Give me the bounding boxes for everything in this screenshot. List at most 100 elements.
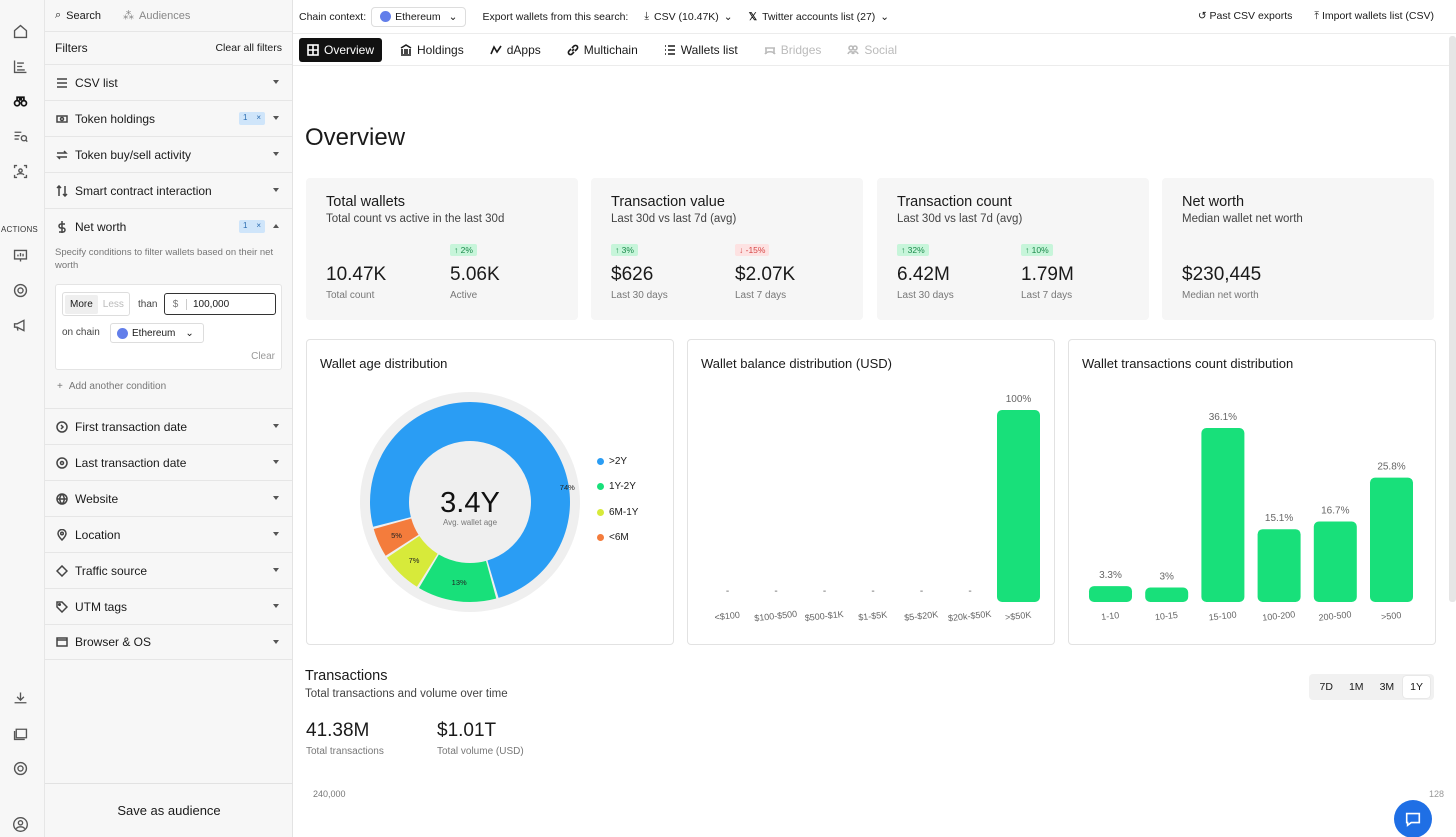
filter-count-badge[interactable]: 1 × [239, 112, 265, 125]
target-icon[interactable] [10, 280, 30, 300]
list-search-icon[interactable] [10, 126, 30, 146]
settings-icon[interactable] [10, 758, 30, 778]
twitter-list-button[interactable]: 𝕏 Twitter accounts list (27) ⌄ [749, 11, 889, 23]
bar[interactable] [1201, 428, 1245, 602]
chain-value: Ethereum [395, 10, 441, 23]
avg-wallet-age-value: 3.4Y [440, 487, 500, 519]
bar[interactable] [1145, 587, 1189, 602]
filter-token-buy-sell[interactable]: Token buy/sell activity [45, 136, 292, 172]
chain-select[interactable]: Ethereum ⌄ [110, 323, 204, 343]
more-option[interactable]: More [65, 294, 98, 314]
chat-support-button[interactable] [1394, 800, 1432, 837]
bar[interactable] [1370, 477, 1413, 602]
legend-item: >2Y [597, 456, 627, 467]
download-icon[interactable] [10, 688, 30, 708]
chevron-down-icon [273, 460, 279, 464]
coins-icon [55, 112, 69, 126]
tab-multichain[interactable]: Multichain [559, 38, 646, 62]
compass-icon [55, 564, 69, 578]
x-tick-label: 10-15 [1154, 610, 1178, 622]
x-logo-icon: 𝕏 [748, 10, 758, 23]
badge-remove-icon[interactable]: × [256, 221, 261, 230]
users-icon [847, 44, 860, 54]
filter-browser-os[interactable]: Browser & OS [45, 624, 292, 660]
tab-holdings[interactable]: Holdings [392, 38, 472, 62]
donut-slice[interactable] [373, 518, 419, 556]
donut-slice[interactable] [418, 554, 497, 602]
filter-label: Traffic source [75, 563, 148, 578]
filter-label: CSV list [75, 75, 118, 90]
range-1m-button[interactable]: 1M [1348, 681, 1364, 693]
add-condition-button[interactable]: + Add another condition [45, 370, 292, 402]
user-avatar-icon[interactable] [10, 814, 30, 834]
badge-count: 1 [243, 113, 248, 122]
tab-bridges[interactable]: Bridges [756, 38, 830, 62]
cards-icon[interactable] [10, 723, 30, 743]
range-1y-button[interactable]: 1Y [1403, 676, 1430, 698]
kpi-value: 10.47K [326, 264, 387, 285]
import-wallets-button[interactable]: ⤒ Import wallets list (CSV) [1314, 10, 1434, 23]
tab-wallets-list[interactable]: Wallets list [656, 38, 746, 62]
chain-context-select[interactable]: Ethereum ⌄ [371, 6, 467, 27]
clear-condition-button[interactable]: Clear [251, 351, 275, 362]
tab-social[interactable]: Social [839, 38, 905, 62]
megaphone-icon[interactable] [10, 315, 30, 335]
range-3m-button[interactable]: 3M [1379, 681, 1395, 693]
filter-label: Token buy/sell activity [75, 147, 192, 162]
kpi-subtitle: Last 30d vs last 7d (avg) [611, 213, 737, 225]
filter-smart-contract[interactable]: Smart contract interaction [45, 172, 292, 208]
donut-slice[interactable] [386, 535, 438, 587]
bar-value-label: - [823, 586, 826, 597]
bar-value-label: 15.1% [1265, 513, 1293, 524]
filter-utm-tags[interactable]: UTM tags [45, 588, 292, 624]
less-option[interactable]: Less [102, 298, 124, 310]
save-as-audience-button[interactable]: Save as audience [45, 783, 293, 837]
filter-csv-list[interactable]: CSV list [45, 64, 292, 100]
bar[interactable] [1089, 586, 1132, 602]
filter-traffic-source[interactable]: Traffic source [45, 552, 292, 588]
filter-first-tx-date[interactable]: First transaction date [45, 408, 292, 444]
filter-last-tx-date[interactable]: Last transaction date [45, 444, 292, 480]
bar-value-label: - [726, 586, 729, 597]
tab-label: Social [864, 42, 898, 57]
badge-remove-icon[interactable]: × [256, 113, 261, 122]
filter-count-badge[interactable]: 1 × [239, 220, 265, 233]
donut-slice[interactable] [370, 401, 570, 598]
net-worth-amount-input[interactable]: $100,000 [164, 293, 276, 315]
binoculars-icon[interactable] [10, 91, 30, 111]
tab-dapps[interactable]: dApps [482, 38, 549, 62]
bar[interactable] [1313, 521, 1357, 602]
presentation-icon[interactable] [10, 245, 30, 265]
filter-website[interactable]: Website [45, 480, 292, 516]
export-csv-button[interactable]: ⤓ CSV (10.47K) ⌄ [644, 10, 732, 23]
audiences-tab[interactable]: ⁂ Audiences [123, 9, 190, 23]
home-icon[interactable] [10, 21, 30, 41]
x-tick-label: 200-500 [1318, 609, 1352, 622]
past-csv-exports-button[interactable]: ↺ Past CSV exports [1198, 10, 1293, 23]
more-less-toggle[interactable]: More Less [62, 292, 130, 316]
clear-all-filters-button[interactable]: Clear all filters [215, 42, 282, 54]
search-tab[interactable]: ⌕ Search [55, 9, 101, 22]
chart-icon[interactable] [10, 56, 30, 76]
search-label: Search [66, 9, 102, 22]
tab-overview[interactable]: Overview [299, 37, 383, 62]
filter-token-holdings[interactable]: Token holdings 1 × [45, 100, 292, 136]
kpi-subtitle: Last 30d vs last 7d (avg) [897, 213, 1023, 225]
scan-user-icon[interactable] [10, 161, 30, 181]
filter-net-worth[interactable]: Net worth 1 × [45, 208, 292, 244]
x-tick-label: $500-$1K [804, 609, 844, 623]
kpi-total-wallets: Total wallets Total count vs active in t… [306, 178, 578, 320]
filter-location[interactable]: Location [45, 516, 292, 552]
bar[interactable] [997, 410, 1040, 602]
chevron-down-icon [273, 152, 279, 156]
chevron-down-icon [273, 640, 279, 644]
amount-value: 100,000 [193, 298, 230, 310]
range-7d-button[interactable]: 7D [1319, 681, 1333, 693]
bar[interactable] [1257, 529, 1301, 602]
y-axis-tick-right: 128 [1428, 789, 1444, 799]
scrollbar[interactable] [1449, 36, 1456, 602]
kpi-change-badge: ↓ -15% [735, 244, 770, 256]
icon-rail: ACTIONS [0, 0, 45, 837]
main-content: Chain context: Ethereum ⌄ Export wallets … [293, 0, 1456, 837]
section-subtitle: Total transactions and volume over time [305, 688, 508, 700]
